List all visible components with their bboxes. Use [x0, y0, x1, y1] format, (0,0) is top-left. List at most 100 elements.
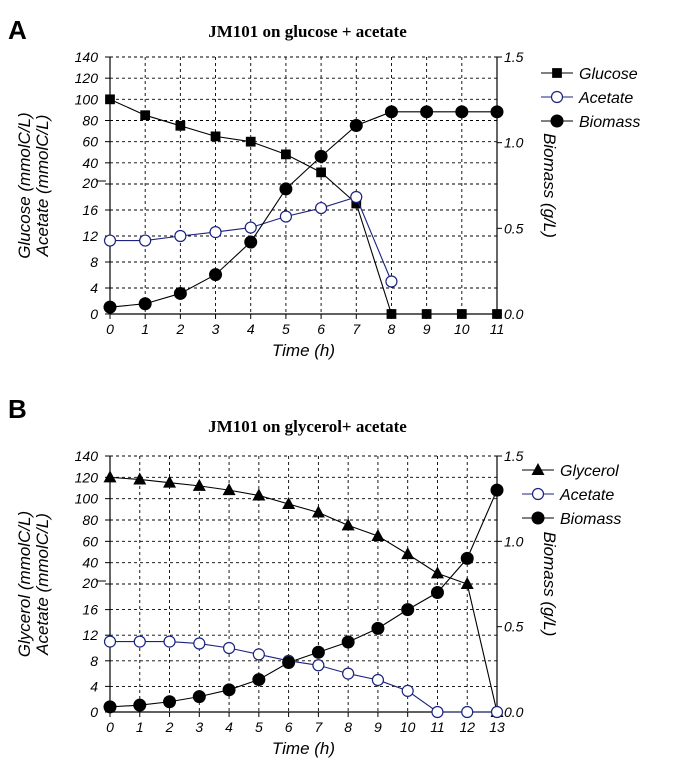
y-tick-label: 20 [81, 575, 98, 591]
x-tick-label: 11 [490, 321, 505, 337]
x-tick-label: 8 [388, 321, 396, 337]
x-axis-label: Time (h) [272, 341, 335, 360]
series-acetate-point [279, 210, 293, 223]
series-glycerol-point [222, 483, 236, 496]
y-tick-label: 8 [90, 254, 98, 270]
series-acetate-point [401, 684, 414, 697]
y2-axis-label: Biomass (g/L) [540, 532, 559, 637]
y-tick-label: 120 [75, 469, 99, 485]
x-tick-label: 10 [454, 321, 470, 337]
y-tick-label: 80 [82, 113, 98, 129]
series-acetate-point [244, 221, 257, 234]
x-tick-label: 4 [225, 719, 233, 735]
series-biomass-point [173, 286, 187, 300]
y-tick-label: 4 [90, 280, 98, 296]
series-acetate-point [163, 635, 176, 648]
y2-tick-label: 0.5 [504, 220, 524, 236]
y-tick-label: 60 [82, 134, 98, 150]
x-tick-label: 13 [489, 719, 505, 735]
x-tick-label: 5 [255, 719, 263, 735]
y-tick-label: 140 [75, 448, 99, 464]
series-glycerol-point [103, 470, 117, 483]
y2-tick-label: 0.5 [504, 619, 524, 635]
x-tick-label: 6 [317, 321, 325, 337]
series-acetate-point [103, 635, 117, 648]
series-glucose-point [210, 131, 221, 142]
series-biomass-point [103, 700, 117, 714]
series-biomass-point [455, 105, 469, 119]
series-biomass-point [209, 268, 223, 282]
legend-marker [531, 463, 545, 475]
y2-tick-label: 0.0 [504, 306, 524, 322]
y-tick-label: 100 [75, 491, 99, 507]
series-glucose-point [456, 309, 467, 319]
x-tick-label: 0 [106, 719, 114, 735]
series-acetate-point [490, 705, 504, 719]
series-biomass-point [222, 683, 236, 697]
series-acetate-point [312, 659, 325, 672]
x-tick-label: 7 [314, 719, 323, 735]
series-biomass-point [282, 656, 296, 670]
series-glycerol-point [430, 566, 444, 579]
y-tick-label: 40 [82, 155, 98, 171]
series-acetate-point [385, 275, 398, 288]
legend-label: Acetate [578, 90, 633, 107]
y2-tick-label: 1.0 [504, 135, 524, 151]
series-biomass-point [490, 105, 504, 119]
x-tick-label: 9 [374, 719, 382, 735]
series-acetate-point [139, 234, 152, 247]
y2-axis-label: Biomass (g/L) [540, 133, 559, 238]
x-tick-label: 3 [212, 321, 220, 337]
y-tick-label: 0 [90, 306, 98, 322]
series-biomass-point [349, 119, 363, 133]
series-acetate-point [371, 673, 385, 687]
series-glycerol-point [371, 529, 385, 541]
y-tick-label: 8 [90, 653, 98, 669]
series-glycerol-line [109, 476, 498, 713]
series-biomass-point [252, 673, 266, 687]
series-acetate-point [193, 637, 206, 650]
y-tick-label: 12 [82, 228, 98, 244]
series-glycerol-point [282, 497, 296, 509]
series-acetate-point [431, 705, 444, 719]
series-biomass-point [490, 483, 504, 497]
legend-label: Glucose [579, 66, 638, 83]
series-glucose-point [316, 167, 326, 178]
series-biomass-point [163, 695, 177, 709]
legend-marker [552, 68, 562, 78]
panel-letter: A [8, 15, 27, 45]
x-tick-label: 4 [247, 321, 255, 337]
y-tick-label: 12 [82, 627, 98, 643]
series-biomass-point [401, 603, 415, 617]
series-acetate-point [314, 201, 328, 215]
series-glucose-point [421, 309, 432, 319]
y-tick-label: 80 [82, 512, 98, 528]
legend-label: Acetate [559, 487, 614, 504]
y2-tick-label: 1.0 [504, 533, 524, 549]
x-axis-label: Time (h) [272, 739, 335, 758]
series-glycerol-point [252, 488, 266, 501]
y2-tick-label: 1.5 [504, 49, 524, 65]
y-axis-label-line2: Acetate (mmolC/L) [33, 513, 52, 656]
y-axis-label-line1: Glucose (mmolC/L) [15, 112, 34, 258]
x-tick-label: 1 [136, 719, 144, 735]
panel-letter: B [8, 394, 27, 424]
series-acetate-point [222, 641, 236, 655]
y-tick-label: 4 [90, 678, 98, 694]
series-biomass-point [279, 182, 293, 196]
series-biomass-point [133, 698, 147, 712]
series-biomass-point [430, 586, 444, 600]
legend-marker [531, 487, 545, 501]
series-glycerol-point [341, 518, 355, 531]
series-glucose-point [492, 309, 502, 319]
x-tick-label: 2 [175, 321, 184, 337]
series-biomass-point [314, 149, 328, 163]
series-acetate-point [461, 705, 474, 719]
series-biomass-point [103, 300, 117, 314]
series-acetate-point [350, 190, 363, 204]
series-acetate-point [174, 229, 187, 243]
x-tick-label: 3 [195, 719, 203, 735]
y-tick-label: 16 [82, 202, 98, 218]
legend-label: Glycerol [560, 463, 619, 480]
